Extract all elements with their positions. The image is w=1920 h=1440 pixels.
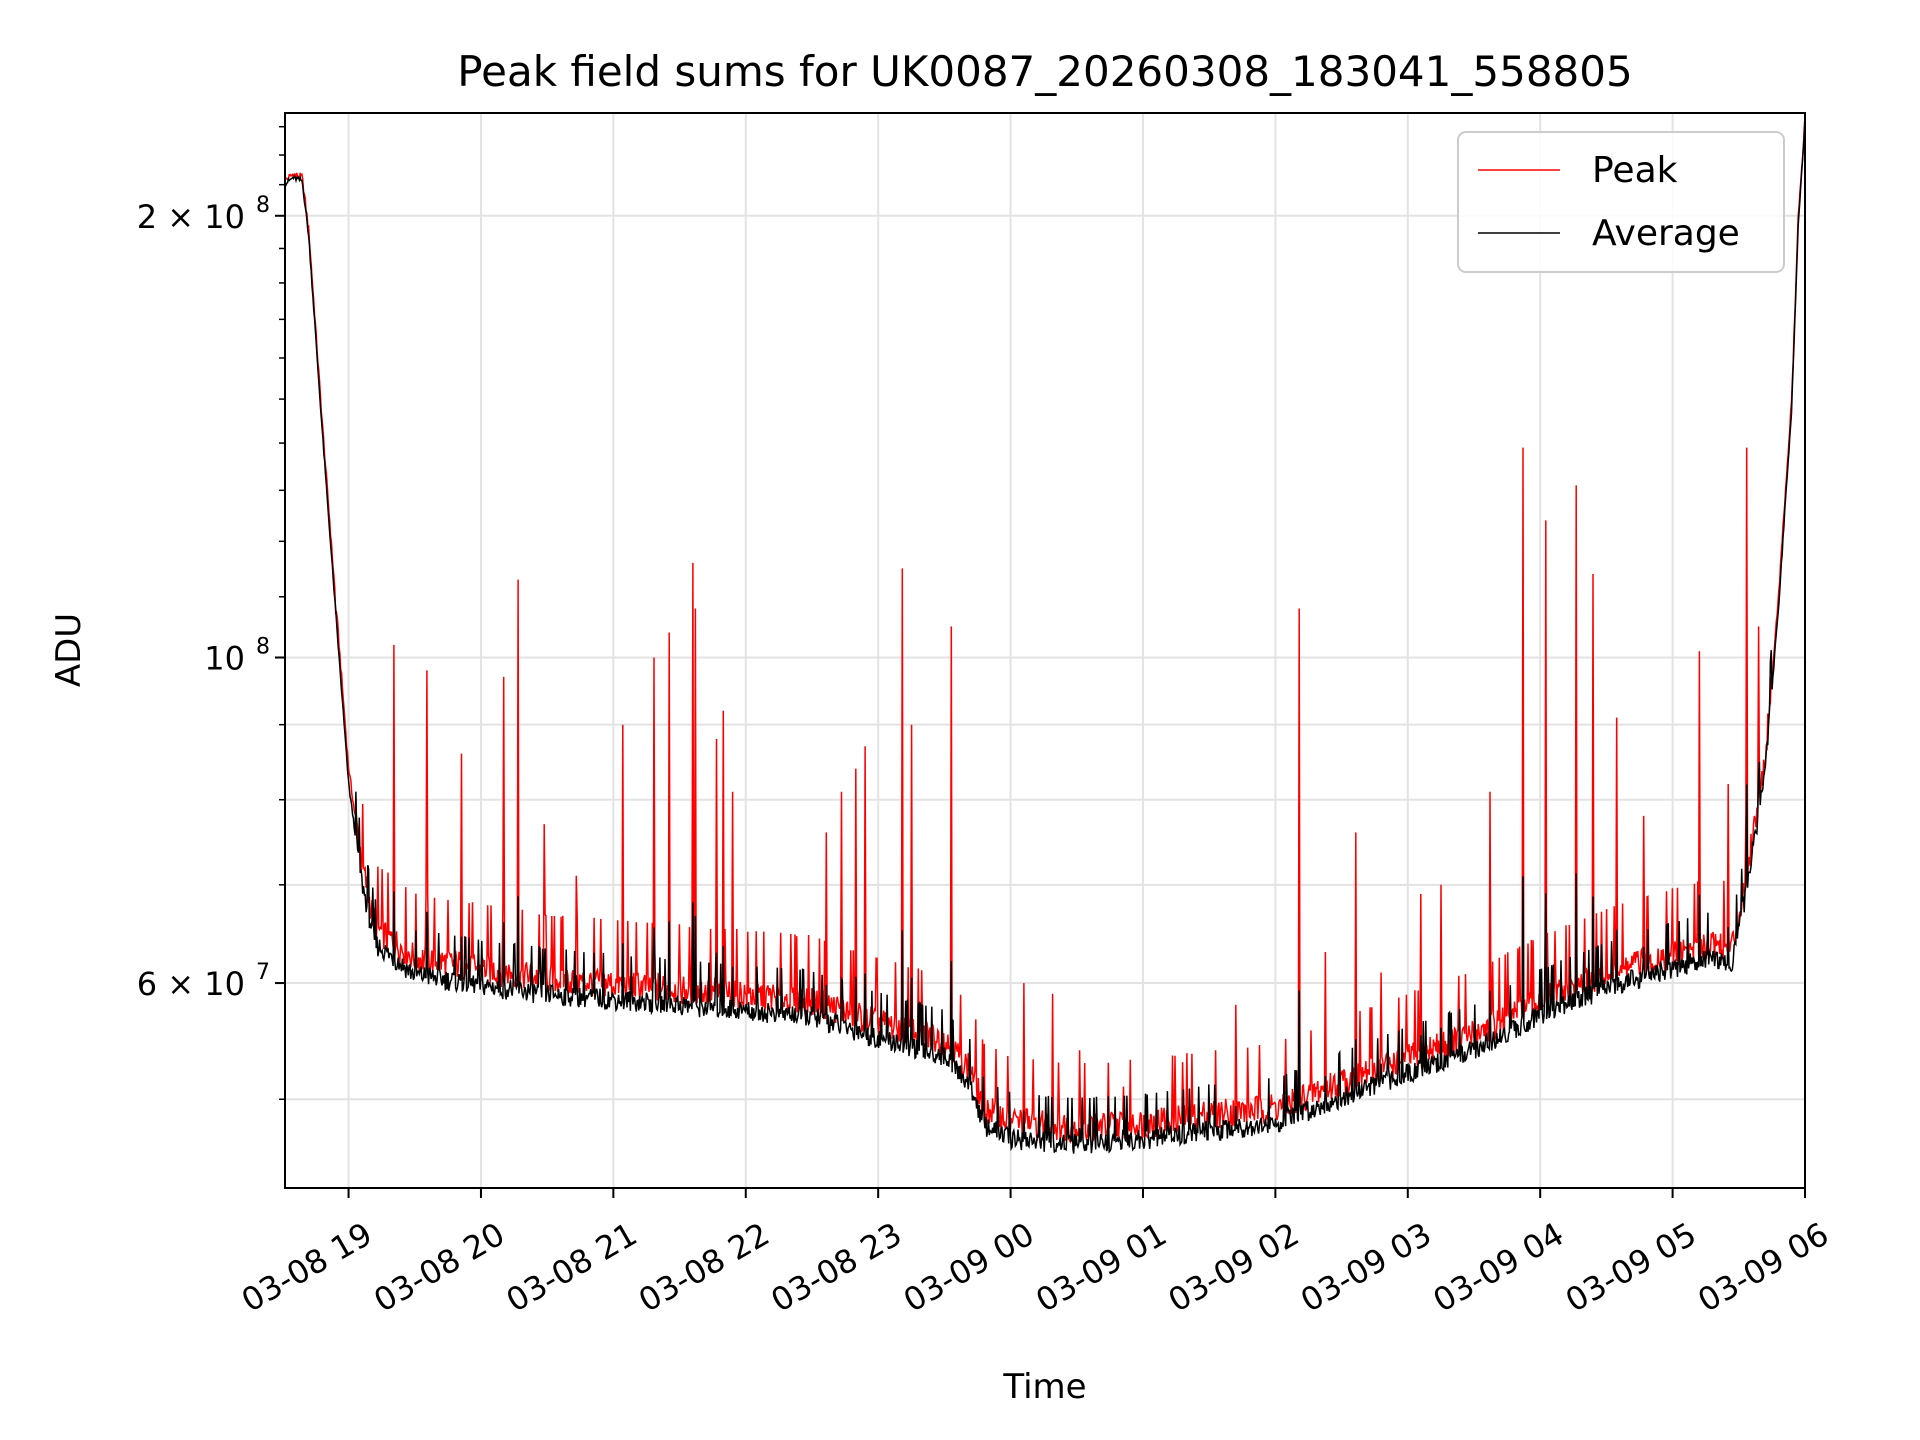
legend-average-label: Average: [1592, 213, 1740, 254]
y-tick-label: 10: [204, 640, 245, 678]
legend-peak-label: Peak: [1592, 150, 1678, 191]
plot-area: [284, 116, 1806, 1154]
y-tick-exponent: 8: [256, 193, 270, 218]
y-tick-mantissa: 2 × 10: [137, 198, 245, 236]
axes-frame: [284, 112, 1806, 1189]
x-axis-label: Time: [1002, 1367, 1086, 1407]
y-tick-exponent: 8: [256, 635, 270, 660]
chart-title: Peak field sums for UK0087_20260308_1830…: [457, 47, 1632, 96]
legend: Peak Average: [1457, 131, 1785, 273]
y-axis: 6 × 10 7 10 8 2 × 10 8: [137, 125, 285, 1100]
legend-box: [1457, 131, 1785, 273]
y-tick-exponent: 7: [256, 960, 270, 985]
series-line-average: [284, 120, 1806, 1154]
y-tick-mantissa: 6 × 10: [137, 965, 245, 1003]
y-tick-label: 2 × 10: [137, 198, 245, 236]
y-axis-label: ADU: [49, 613, 89, 687]
y-tick-mantissa: 10: [204, 640, 245, 678]
grid: [285, 113, 1806, 1188]
y-tick-label: 6 × 10: [137, 965, 245, 1003]
